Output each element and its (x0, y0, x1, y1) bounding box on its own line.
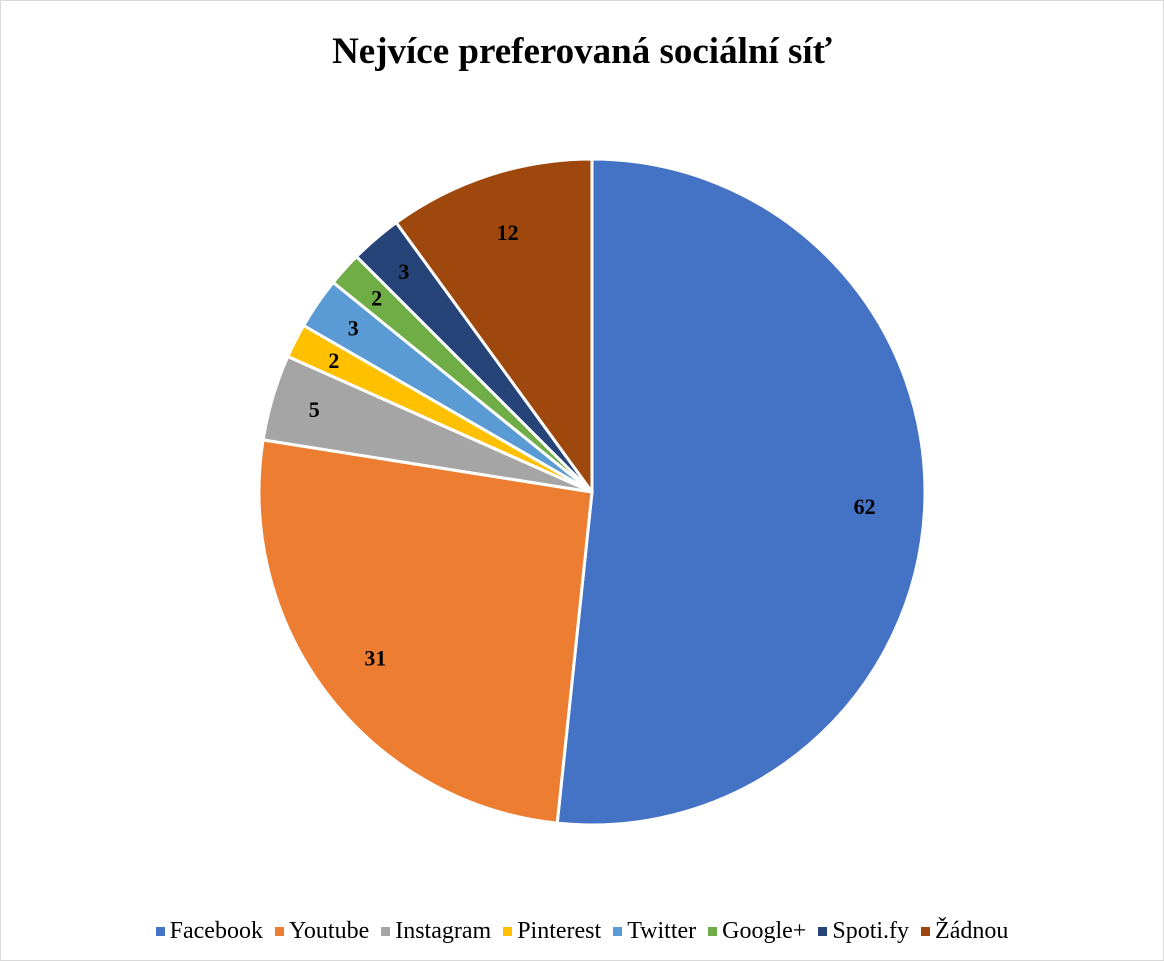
legend-swatch (708, 927, 718, 936)
data-label-twitter: 3 (348, 315, 359, 340)
legend-swatch (613, 927, 623, 936)
legend-swatch (503, 927, 513, 936)
legend-label: Youtube (288, 918, 370, 944)
legend-label: Spoti.fy (832, 918, 910, 944)
legend-label: Twitter (627, 918, 697, 944)
legend-swatch (274, 927, 284, 936)
data-label-youtube: 31 (364, 646, 386, 671)
chart-title: Nejvíce preferovaná sociální síť (332, 31, 832, 72)
legend-swatch (921, 927, 931, 936)
legend-swatch (155, 927, 165, 936)
legend-swatch (818, 927, 828, 936)
legend-item: Google+ (708, 918, 806, 945)
legend-label: Pinterest (517, 918, 602, 944)
legend-item: Pinterest (503, 918, 601, 945)
legend-item: Spoti.fy (818, 918, 909, 945)
data-label--dnou: 12 (497, 220, 519, 245)
pie-slice--dnou (394, 157, 594, 494)
legend-item: Twitter (613, 918, 696, 945)
legend-item: Žádnou (921, 918, 1008, 945)
legend-label: Google+ (722, 918, 807, 944)
chart-legend: Facebook Youtube Instagram Pinterest Twitter… (0, 918, 1164, 945)
legend-item: Youtube (274, 918, 370, 945)
legend-label: Instagram (395, 918, 492, 944)
legend-swatch (381, 927, 391, 936)
pie-slice-youtube (257, 438, 594, 825)
legend-label: Žádnou (935, 918, 1009, 944)
data-label-instagram: 5 (309, 397, 320, 422)
legend-item: Instagram (381, 918, 491, 945)
data-label-facebook: 62 (854, 494, 876, 519)
pie-slice-facebook (555, 157, 927, 827)
legend-item: Facebook (155, 918, 263, 945)
data-label-pinterest: 2 (328, 348, 339, 373)
data-label-google-: 2 (371, 286, 382, 311)
legend-label: Facebook (169, 918, 263, 944)
data-label-spoti-fy: 3 (398, 259, 409, 284)
